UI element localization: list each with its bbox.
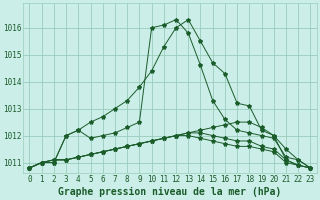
X-axis label: Graphe pression niveau de la mer (hPa): Graphe pression niveau de la mer (hPa) bbox=[58, 186, 282, 197]
